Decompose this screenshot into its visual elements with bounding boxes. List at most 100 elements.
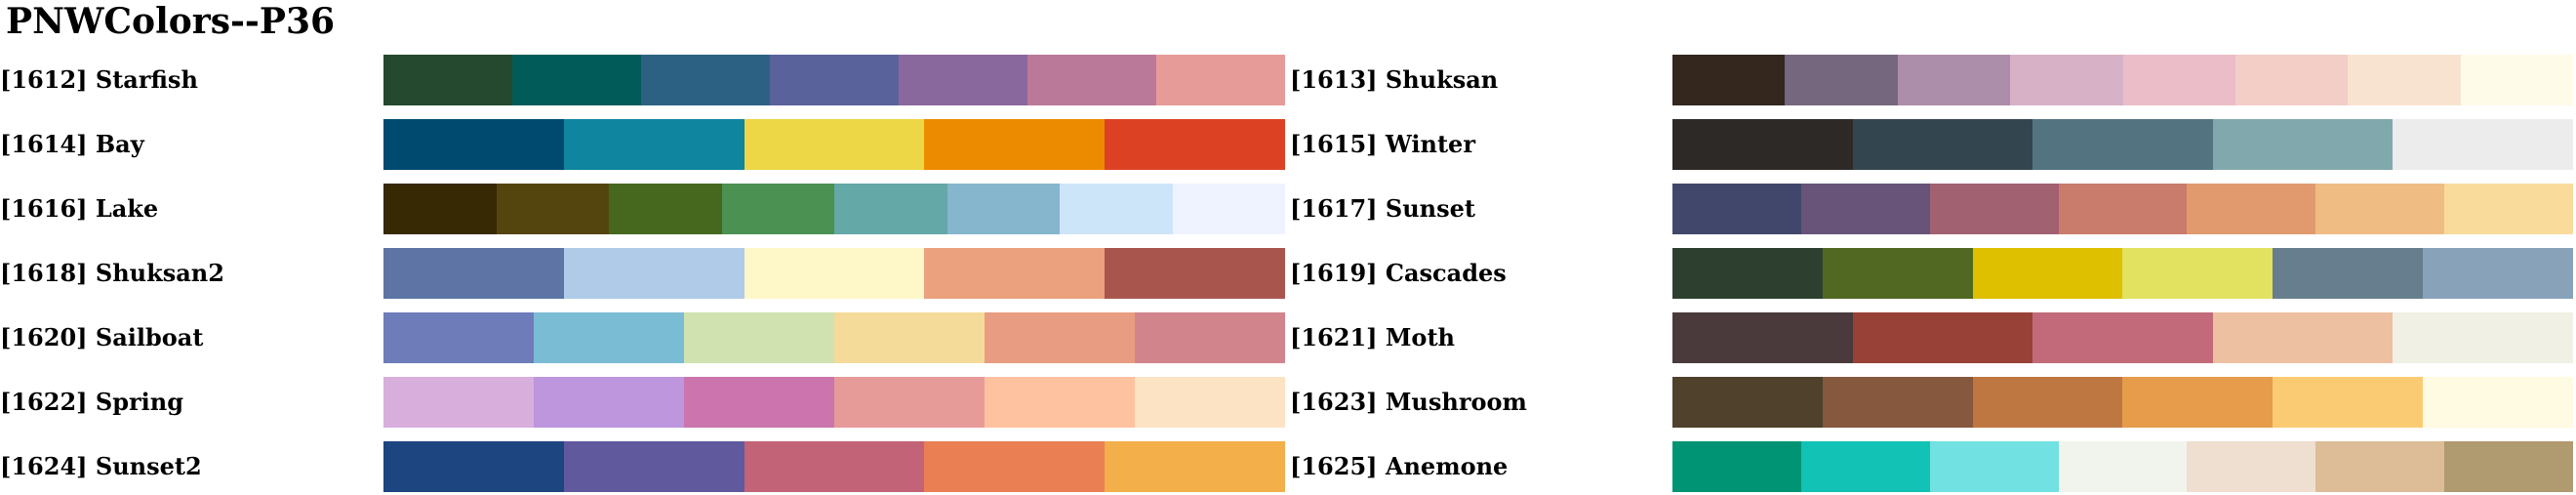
page-title: PNWColors--P36 — [6, 1, 336, 42]
color-swatch — [1672, 312, 1853, 363]
color-swatch — [2423, 377, 2573, 428]
color-swatch — [1822, 248, 1973, 299]
color-swatch — [2122, 55, 2235, 105]
palette-bar — [1672, 248, 2573, 299]
palette-label: [1618] Shuksan2 — [0, 259, 224, 287]
color-swatch — [1672, 248, 1823, 299]
palette-label: [1616] Lake — [0, 194, 159, 223]
color-swatch — [1972, 377, 2123, 428]
palette-label: [1621] Moth — [1290, 323, 1455, 351]
palette-bar — [383, 441, 1285, 492]
color-swatch — [1672, 184, 1801, 234]
color-swatch — [2393, 312, 2573, 363]
color-swatch — [1105, 441, 1285, 492]
color-swatch — [383, 377, 534, 428]
color-swatch — [2273, 377, 2424, 428]
color-swatch — [721, 184, 834, 234]
palette-bar — [383, 248, 1285, 299]
palette-bar — [1672, 377, 2573, 428]
color-swatch — [2033, 119, 2213, 170]
color-swatch — [1672, 119, 1853, 170]
color-swatch — [383, 248, 564, 299]
color-swatch — [1135, 312, 1285, 363]
color-swatch — [2058, 441, 2188, 492]
color-swatch — [2315, 184, 2445, 234]
color-swatch — [2393, 119, 2573, 170]
color-swatch — [534, 377, 684, 428]
color-swatch — [534, 312, 684, 363]
color-swatch — [2460, 55, 2573, 105]
palette-bar — [1672, 55, 2573, 105]
color-swatch — [2033, 312, 2213, 363]
color-swatch — [2212, 312, 2394, 363]
color-swatch — [1135, 377, 1285, 428]
color-swatch — [2010, 55, 2123, 105]
color-swatch — [899, 55, 1027, 105]
color-swatch — [383, 312, 534, 363]
color-swatch — [1929, 441, 2059, 492]
color-swatch — [1785, 55, 1898, 105]
palette-bar — [383, 312, 1285, 363]
palette-label: [1624] Sunset2 — [0, 452, 202, 480]
color-swatch — [946, 184, 1060, 234]
color-swatch — [1172, 184, 1285, 234]
color-swatch — [609, 184, 722, 234]
color-swatch — [924, 248, 1106, 299]
color-swatch — [1800, 441, 1930, 492]
color-swatch — [1852, 119, 2033, 170]
palette-label: [1614] Bay — [0, 130, 144, 158]
color-swatch — [1972, 248, 2123, 299]
color-swatch — [1672, 441, 1801, 492]
palette-bar — [383, 377, 1285, 428]
color-swatch — [641, 55, 770, 105]
color-swatch — [1929, 184, 2059, 234]
palette-label: [1615] Winter — [1290, 130, 1475, 158]
color-swatch — [2444, 184, 2574, 234]
palette-bar — [1672, 441, 2574, 492]
color-swatch — [2058, 184, 2188, 234]
color-swatch — [744, 119, 925, 170]
color-swatch — [383, 184, 497, 234]
color-swatch — [1060, 184, 1173, 234]
color-swatch — [684, 377, 834, 428]
color-swatch — [383, 55, 512, 105]
color-swatch — [2444, 441, 2574, 492]
color-swatch — [2315, 441, 2445, 492]
palette-bar — [383, 119, 1285, 170]
color-swatch — [1672, 377, 1823, 428]
palette-bar — [1672, 184, 2574, 234]
color-swatch — [1156, 55, 1285, 105]
color-swatch — [496, 184, 609, 234]
color-swatch — [834, 312, 985, 363]
color-swatch — [563, 119, 745, 170]
color-swatch — [512, 55, 641, 105]
color-swatch — [2122, 377, 2274, 428]
color-swatch — [383, 441, 564, 492]
palette-label: [1613] Shuksan — [1290, 65, 1499, 94]
color-swatch — [563, 248, 745, 299]
color-swatch — [2187, 441, 2316, 492]
color-swatch — [744, 441, 925, 492]
color-swatch — [1027, 55, 1156, 105]
palette-label: [1623] Mushroom — [1290, 388, 1527, 416]
color-swatch — [2423, 248, 2573, 299]
color-swatch — [563, 441, 745, 492]
color-swatch — [924, 119, 1106, 170]
color-swatch — [2212, 119, 2394, 170]
palette-bar — [1672, 312, 2573, 363]
palette-label: [1620] Sailboat — [0, 323, 204, 351]
palette-label: [1625] Anemone — [1290, 452, 1509, 480]
palette-label: [1617] Sunset — [1290, 194, 1475, 223]
color-swatch — [2187, 184, 2316, 234]
color-swatch — [2273, 248, 2424, 299]
color-swatch — [2234, 55, 2349, 105]
color-swatch — [1852, 312, 2033, 363]
color-swatch — [2122, 248, 2274, 299]
color-swatch — [684, 312, 834, 363]
palette-bar — [383, 184, 1285, 234]
color-swatch — [383, 119, 564, 170]
palette-bar — [383, 55, 1285, 105]
color-swatch — [1105, 119, 1285, 170]
color-swatch — [834, 377, 985, 428]
palette-label: [1619] Cascades — [1290, 259, 1507, 287]
